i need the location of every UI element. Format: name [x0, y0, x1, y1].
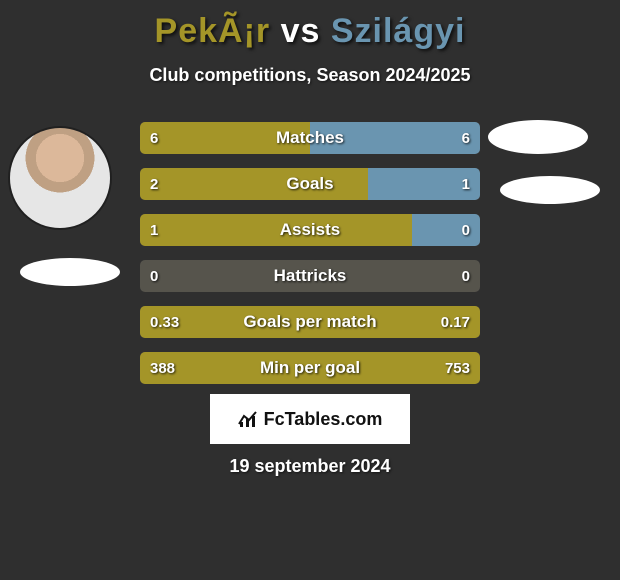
player1-badge-shape: [20, 258, 120, 286]
player2-name: Szilágyi: [331, 12, 466, 50]
player2-avatar-shape: [488, 120, 588, 154]
date-text: 19 september 2024: [0, 456, 620, 477]
chart-icon: [238, 410, 258, 428]
vs-separator: vs: [281, 12, 321, 50]
stat-row: 66Matches: [140, 122, 480, 154]
brand-badge: FcTables.com: [210, 394, 410, 444]
stat-value-right: 0: [452, 260, 480, 292]
stat-bar-left: [140, 214, 412, 246]
stat-bar-left: [140, 122, 310, 154]
stat-bar-right: [368, 168, 480, 200]
player1-avatar: [10, 128, 110, 228]
stat-bar-left: [140, 306, 480, 338]
player1-name: PekÃ¡r: [155, 12, 271, 50]
stat-row: 10Assists: [140, 214, 480, 246]
stat-row: 388753Min per goal: [140, 352, 480, 384]
comparison-title: PekÃ¡r vs Szilágyi: [0, 0, 620, 51]
stat-row: 0.330.17Goals per match: [140, 306, 480, 338]
brand-text: FcTables.com: [264, 409, 383, 430]
stat-value-left: 0: [140, 260, 168, 292]
stat-label: Hattricks: [140, 260, 480, 292]
stat-row: 0 0Hattricks: [140, 260, 480, 292]
subtitle: Club competitions, Season 2024/2025: [0, 65, 620, 86]
comparison-bars: 66Matches 21Goals 10Assists 0 0Hattricks 0.33…: [140, 122, 480, 398]
stat-row: 21Goals: [140, 168, 480, 200]
stat-bar-right: [310, 122, 480, 154]
stat-bar-right: [412, 214, 480, 246]
stat-bar-left: [140, 352, 480, 384]
stat-bar-left: [140, 168, 368, 200]
player2-badge-shape: [500, 176, 600, 204]
